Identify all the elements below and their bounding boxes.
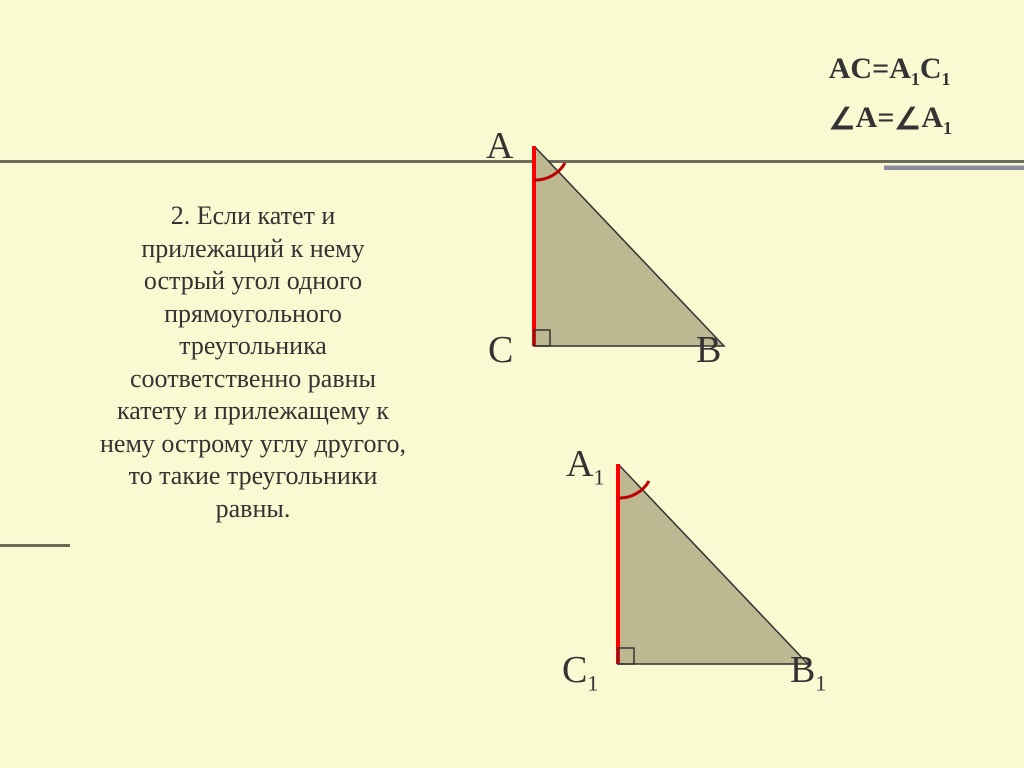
eq1-s2: 1 xyxy=(942,69,951,89)
label-A1-main: A xyxy=(566,443,593,485)
given-line-2: ∠A=∠A1 xyxy=(829,100,952,139)
theorem-text: 2. Если катет и прилежащий к нему острый… xyxy=(98,200,408,525)
triangle-2 xyxy=(608,464,818,684)
label-C: C xyxy=(488,328,513,372)
label-C1-sub: 1 xyxy=(587,671,598,696)
given-line-1: AC=A1C1 xyxy=(829,52,952,90)
label-C1-main: C xyxy=(562,649,587,691)
label-A1-sub: 1 xyxy=(593,465,604,490)
eq2-lhs: A xyxy=(856,101,878,134)
angle-icon: ∠ xyxy=(829,102,856,137)
label-C1: C1 xyxy=(562,648,598,697)
eq1-r1: A xyxy=(889,52,911,85)
label-A1: A1 xyxy=(566,442,604,491)
eq2-sub: 1 xyxy=(943,118,952,138)
eq2-rhs: A xyxy=(921,101,943,134)
given-block: AC=A1C1 ∠A=∠A1 xyxy=(829,52,952,149)
label-B1-main: B xyxy=(790,649,815,691)
label-A: A xyxy=(486,124,513,168)
eq1-r2: C xyxy=(920,52,942,85)
triangle-2-svg xyxy=(608,464,818,684)
eq1-s1: 1 xyxy=(911,69,920,89)
label-B: B xyxy=(696,328,721,372)
angle-icon: ∠ xyxy=(894,102,921,137)
eq1-lhs: AC xyxy=(829,52,872,85)
label-B1-sub: 1 xyxy=(815,671,826,696)
slide: AC=A1C1 ∠A=∠A1 2. Если катет и прилежащи… xyxy=(0,0,1024,768)
rule-accent xyxy=(884,160,1024,170)
label-B1: B1 xyxy=(790,648,826,697)
rule-left-short xyxy=(0,544,70,547)
